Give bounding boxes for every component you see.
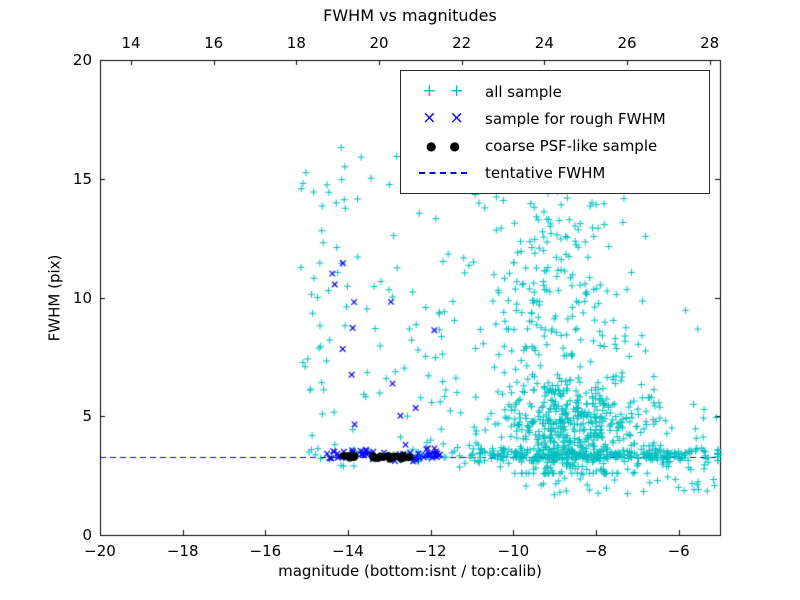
top-tick-label: 14 — [121, 34, 141, 52]
x-marker-icon: × × — [422, 108, 464, 128]
x-tick-label: −10 — [497, 542, 530, 560]
x-tick-label: −8 — [584, 542, 608, 560]
top-tick-label: 18 — [286, 34, 306, 52]
legend-item-coarse-psf-like-sample: ● ● coarse PSF-like sample — [401, 132, 709, 159]
dashed-line-marker-icon — [411, 171, 475, 174]
y-tick-label: 20 — [72, 51, 92, 69]
y-tick-label: 0 — [82, 526, 92, 544]
chart-title: FWHM vs magnitudes — [323, 6, 497, 25]
top-tick-label: 16 — [204, 34, 224, 52]
top-tick-label: 26 — [617, 34, 637, 52]
legend: + + all sample × × sample for rough FWHM ● ● coa… — [400, 70, 710, 194]
legend-label: sample for rough FWHM — [485, 109, 666, 128]
legend-item-all-sample: + + all sample — [401, 78, 709, 105]
x-tick-label: −12 — [414, 542, 447, 560]
top-tick-label: 20 — [369, 34, 389, 52]
legend-item-tentative-fwhm: tentative FWHM — [401, 159, 709, 186]
x-tick-label: −20 — [84, 542, 116, 560]
x-tick-label: −6 — [667, 542, 690, 560]
y-tick-label: 15 — [72, 169, 92, 188]
y-tick-label: 10 — [72, 288, 92, 307]
legend-label: coarse PSF-like sample — [485, 136, 658, 155]
dot-marker-icon: ● ● — [426, 138, 460, 153]
legend-label: tentative FWHM — [485, 163, 606, 182]
x-tick-label: −18 — [166, 542, 199, 560]
legend-item-sample-for-rough-fwhm: × × sample for rough FWHM — [401, 105, 709, 132]
top-tick-label: 24 — [534, 34, 554, 52]
x-tick-label: −14 — [332, 542, 364, 560]
x-tick-label: −16 — [249, 542, 282, 560]
top-tick-label: 28 — [700, 34, 720, 52]
legend-label: all sample — [485, 82, 562, 101]
top-tick-label: 22 — [452, 34, 472, 52]
y-tick-label: 5 — [82, 407, 92, 426]
x-axis-label: magnitude (bottom:isnt / top:calib) — [278, 562, 542, 580]
plus-marker-icon: + + — [422, 81, 464, 101]
